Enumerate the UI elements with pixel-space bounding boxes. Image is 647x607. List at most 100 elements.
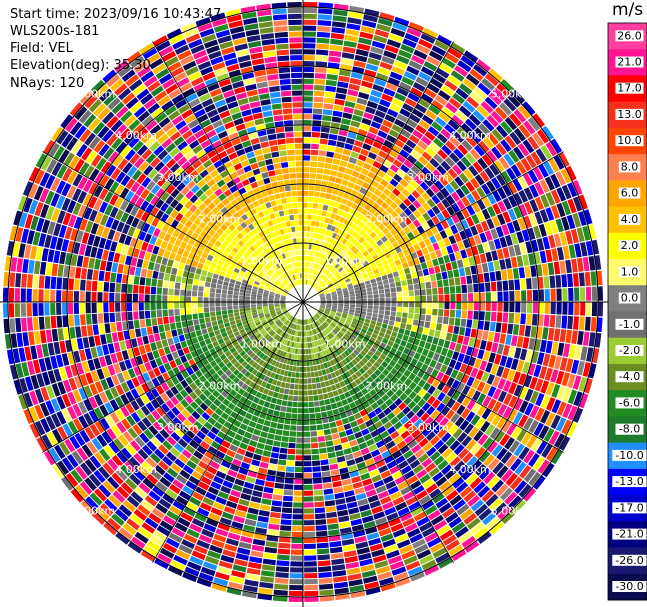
- velocity-gate: [200, 476, 212, 486]
- velocity-gate: [341, 538, 355, 546]
- velocity-gate: [417, 379, 426, 388]
- velocity-gate: [408, 307, 415, 314]
- velocity-gate: [426, 198, 436, 208]
- velocity-gate: [312, 114, 322, 120]
- velocity-gate: [260, 337, 266, 344]
- velocity-gate: [370, 365, 377, 372]
- velocity-gate: [146, 269, 153, 278]
- velocity-gate: [242, 417, 251, 426]
- velocity-gate: [274, 318, 280, 323]
- velocity-gate: [520, 278, 526, 290]
- velocity-gate: [173, 442, 185, 453]
- velocity-gate: [331, 306, 338, 309]
- velocity-gate: [497, 302, 503, 312]
- velocity-gate: [292, 317, 296, 323]
- velocity-gate: [111, 455, 124, 468]
- velocity-gate: [213, 577, 229, 587]
- velocity-gate: [296, 337, 300, 343]
- velocity-gate: [362, 452, 373, 461]
- velocity-gate: [350, 334, 357, 340]
- velocity-gate: [286, 334, 291, 340]
- velocity-gate: [376, 239, 384, 247]
- velocity-gate: [221, 289, 228, 294]
- velocity-gate: [335, 450, 344, 457]
- velocity-gate: [400, 164, 410, 174]
- velocity-gate: [209, 403, 218, 412]
- velocity-gate: [220, 554, 235, 564]
- velocity-gate: [95, 507, 110, 521]
- velocity-gate: [344, 391, 351, 398]
- velocity-gate: [116, 451, 128, 464]
- velocity-gate: [288, 353, 292, 359]
- velocity-gate: [256, 276, 262, 281]
- velocity-gate: [341, 366, 348, 373]
- velocity-gate: [324, 311, 330, 315]
- velocity-gate: [308, 262, 312, 268]
- velocity-gate: [51, 208, 61, 222]
- velocity-gate: [586, 347, 594, 362]
- velocity-gate: [555, 315, 562, 328]
- velocity-gate: [59, 340, 67, 354]
- velocity-gate: [175, 474, 188, 485]
- velocity-gate: [56, 130, 69, 145]
- velocity-gate: [86, 441, 98, 455]
- velocity-gate: [112, 154, 124, 167]
- velocity-gate: [316, 167, 324, 174]
- velocity-gate: [18, 243, 26, 258]
- velocity-gate: [360, 270, 367, 276]
- velocity-gate: [446, 349, 454, 359]
- velocity-gate: [144, 251, 152, 261]
- velocity-gate: [353, 60, 366, 69]
- velocity-gate: [379, 577, 394, 586]
- velocity-gate: [252, 490, 263, 498]
- velocity-gate: [77, 401, 88, 415]
- velocity-gate: [320, 316, 326, 322]
- velocity-gate: [145, 277, 152, 286]
- velocity-gate: [248, 255, 255, 262]
- velocity-gate: [379, 255, 387, 262]
- velocity-gate: [303, 25, 317, 31]
- velocity-gate: [367, 340, 374, 347]
- velocity-gate: [128, 456, 141, 469]
- velocity-gate: [319, 589, 334, 596]
- velocity-gate: [194, 397, 203, 406]
- velocity-gate: [367, 271, 374, 277]
- velocity-gate: [364, 392, 372, 400]
- velocity-gate: [117, 331, 125, 342]
- velocity-gate: [415, 44, 431, 55]
- velocity-gate: [290, 567, 303, 573]
- velocity-gate: [347, 328, 354, 334]
- velocity-gate: [105, 376, 115, 388]
- velocity-gate: [580, 346, 588, 361]
- velocity-gate: [244, 326, 251, 332]
- velocity-gate: [65, 117, 78, 133]
- velocity-gate: [36, 437, 48, 452]
- velocity-gate: [383, 264, 391, 270]
- velocity-gate: [497, 213, 506, 226]
- velocity-gate: [395, 455, 406, 465]
- velocity-gate: [390, 219, 399, 228]
- velocity-gate: [234, 315, 241, 321]
- velocity-gate: [163, 233, 172, 242]
- velocity-gate: [315, 239, 320, 245]
- velocity-gate: [556, 187, 567, 202]
- velocity-gate: [335, 93, 347, 100]
- velocity-gate: [129, 266, 136, 276]
- velocity-gate: [311, 281, 315, 287]
- velocity-gate: [260, 329, 267, 335]
- velocity-gate: [473, 430, 484, 442]
- velocity-gate: [268, 306, 275, 310]
- velocity-gate: [341, 52, 355, 60]
- velocity-gate: [374, 339, 382, 346]
- velocity-gate: [582, 225, 591, 241]
- velocity-gate: [203, 398, 213, 407]
- velocity-gate: [303, 461, 312, 467]
- velocity-gate: [3, 271, 10, 287]
- velocity-gate: [251, 369, 258, 376]
- velocity-gate: [352, 267, 359, 273]
- velocity-gate: [236, 473, 247, 481]
- velocity-gate: [189, 213, 198, 223]
- velocity-gate: [513, 192, 523, 206]
- velocity-gate: [150, 399, 160, 409]
- velocity-gate: [324, 349, 330, 355]
